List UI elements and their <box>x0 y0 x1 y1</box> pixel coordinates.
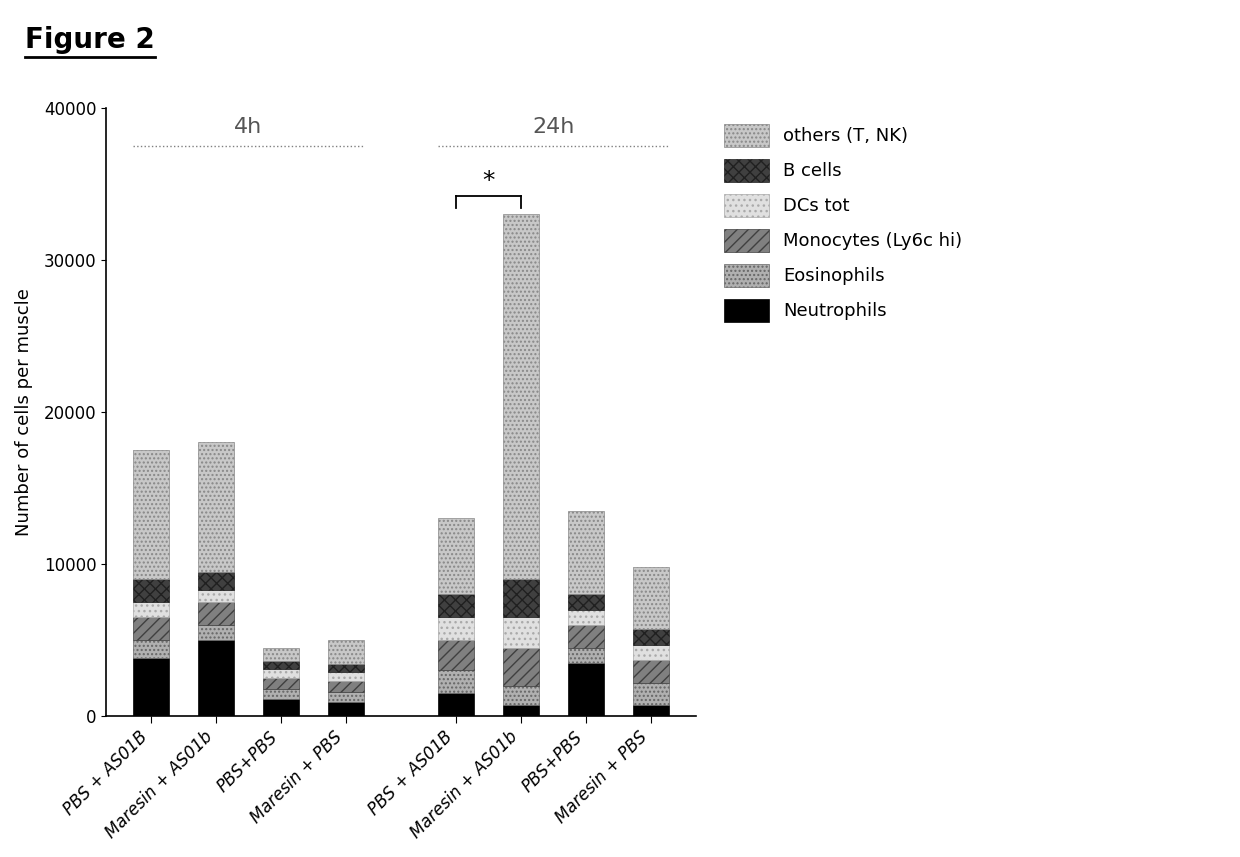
Bar <box>568 625 604 648</box>
Bar <box>263 668 299 678</box>
Bar <box>198 442 234 572</box>
Bar <box>329 672 363 681</box>
Bar <box>198 572 234 590</box>
Bar <box>439 693 474 716</box>
Bar <box>133 602 169 617</box>
Bar <box>568 648 604 662</box>
Bar <box>634 660 668 682</box>
Bar <box>439 518 474 595</box>
Bar <box>439 617 474 640</box>
Bar <box>634 705 668 716</box>
Bar <box>133 617 169 640</box>
Bar <box>198 590 234 602</box>
Bar <box>634 567 668 629</box>
Bar <box>634 629 668 644</box>
Bar <box>133 450 169 579</box>
Bar <box>568 609 604 625</box>
Bar <box>634 682 668 705</box>
Bar <box>263 689 299 699</box>
Bar <box>198 625 234 640</box>
Bar <box>568 595 604 609</box>
Bar <box>439 640 474 670</box>
Bar <box>263 648 299 662</box>
Bar <box>503 705 539 716</box>
Bar <box>439 670 474 693</box>
Bar <box>329 664 363 672</box>
Bar <box>634 644 668 660</box>
Bar <box>329 692 363 702</box>
Bar <box>329 640 363 664</box>
Text: 4h: 4h <box>234 117 263 136</box>
Bar <box>133 579 169 602</box>
Bar <box>263 662 299 668</box>
Bar <box>503 617 539 648</box>
Bar <box>329 681 363 692</box>
Bar <box>329 702 363 716</box>
Bar <box>568 662 604 716</box>
Bar <box>568 511 604 595</box>
Bar <box>503 648 539 686</box>
Y-axis label: Number of cells per muscle: Number of cells per muscle <box>15 288 33 536</box>
Bar <box>503 686 539 705</box>
Text: *: * <box>482 169 495 193</box>
Text: 24h: 24h <box>532 117 575 136</box>
Legend: others (T, NK), B cells, DCs tot, Monocytes (Ly6c hi), Eosinophils, Neutrophils: others (T, NK), B cells, DCs tot, Monocy… <box>717 117 970 329</box>
Bar <box>503 214 539 579</box>
Bar <box>198 640 234 716</box>
Bar <box>263 699 299 716</box>
Text: Figure 2: Figure 2 <box>25 26 155 54</box>
Bar <box>263 678 299 689</box>
Bar <box>198 602 234 625</box>
Bar <box>133 658 169 716</box>
Bar <box>503 579 539 617</box>
Bar <box>439 595 474 617</box>
Bar <box>133 640 169 658</box>
